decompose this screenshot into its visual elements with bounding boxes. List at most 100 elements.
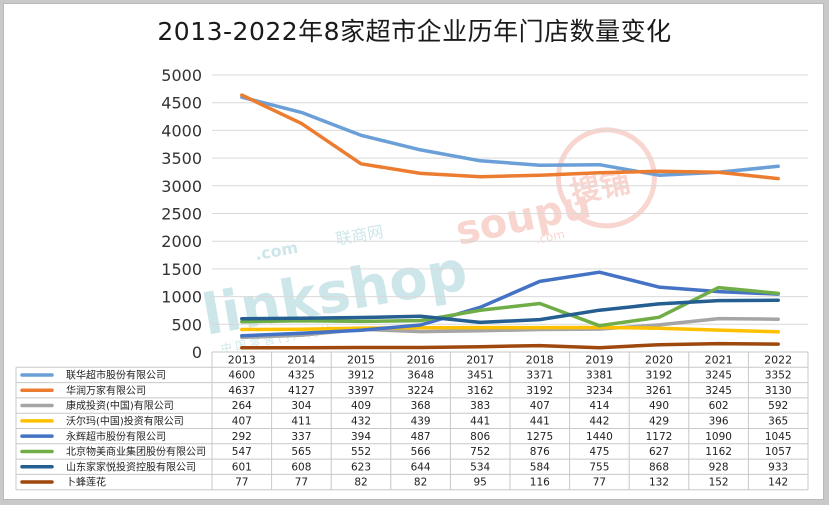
data-cell: 3261 bbox=[646, 385, 673, 397]
data-cell: 534 bbox=[470, 461, 490, 473]
x-category-label: 2013 bbox=[228, 353, 256, 366]
data-cell: 429 bbox=[649, 416, 669, 428]
data-cell: 552 bbox=[351, 446, 371, 458]
data-cell: 414 bbox=[589, 400, 609, 412]
legend-label: 卜蜂莲花 bbox=[66, 476, 106, 489]
x-category-label: 2022 bbox=[764, 353, 792, 366]
data-cell: 490 bbox=[649, 400, 669, 412]
series-line bbox=[240, 341, 780, 350]
data-cell: 152 bbox=[709, 477, 729, 489]
data-cell: 4600 bbox=[228, 370, 255, 382]
data-cell: 3162 bbox=[467, 385, 494, 397]
y-axis: 0 500 1000 1500 2000 2500 3000 3500 4000 4500 5000 bbox=[161, 66, 202, 362]
data-cell: 4637 bbox=[228, 385, 255, 397]
data-cell: 4325 bbox=[288, 370, 315, 382]
data-cell: 407 bbox=[232, 416, 252, 428]
data-cell: 3397 bbox=[348, 385, 375, 397]
data-cell: 116 bbox=[530, 477, 550, 489]
data-cell: 601 bbox=[232, 461, 252, 473]
data-cell: 3451 bbox=[467, 370, 494, 382]
x-category-label: 2021 bbox=[705, 353, 733, 366]
x-category-label: 2016 bbox=[407, 353, 435, 366]
legend-label: 联华超市股份有限公司 bbox=[66, 369, 166, 382]
data-cell: 3192 bbox=[526, 385, 553, 397]
data-cell: 409 bbox=[351, 400, 371, 412]
data-cell: 475 bbox=[589, 446, 609, 458]
data-cell: 547 bbox=[232, 446, 252, 458]
legend-label: 山东家家悦投资控股有限公司 bbox=[66, 460, 196, 473]
series-line bbox=[240, 93, 780, 181]
y-tick-label: 3500 bbox=[161, 149, 202, 168]
y-tick-label: 2500 bbox=[161, 205, 202, 224]
y-tick-label: 500 bbox=[171, 315, 202, 334]
legend-label: 北京物美商业集团股份有限公司 bbox=[66, 445, 206, 458]
data-cell: 3371 bbox=[526, 370, 553, 382]
x-category-label: 2019 bbox=[585, 353, 613, 366]
series-lines bbox=[240, 93, 780, 350]
series-line bbox=[240, 298, 780, 325]
data-cell: 3234 bbox=[586, 385, 613, 397]
data-cell: 1162 bbox=[705, 446, 732, 458]
data-cell: 142 bbox=[768, 477, 788, 489]
series-line bbox=[240, 95, 780, 177]
linkshop-watermark-com: .com bbox=[254, 238, 300, 264]
data-cell: 608 bbox=[291, 461, 311, 473]
x-category-label: 2018 bbox=[526, 353, 554, 366]
legend-label: 永辉超市股份有限公司 bbox=[66, 430, 166, 443]
y-tick-label: 1500 bbox=[161, 260, 202, 279]
data-cell: 1045 bbox=[765, 431, 792, 443]
data-cell: 565 bbox=[291, 446, 311, 458]
data-cell: 928 bbox=[709, 461, 729, 473]
series-line bbox=[240, 325, 780, 334]
data-cell: 396 bbox=[709, 416, 729, 428]
data-cell: 82 bbox=[354, 477, 367, 489]
data-cell: 439 bbox=[411, 416, 431, 428]
data-cell: 264 bbox=[232, 400, 252, 412]
y-tick-label: 4500 bbox=[161, 94, 202, 113]
data-cell: 566 bbox=[411, 446, 431, 458]
data-cell: 3912 bbox=[348, 370, 375, 382]
data-cell: 407 bbox=[530, 400, 550, 412]
chart-title: 2013-2022年8家超市企业历年门店数量变化 bbox=[157, 17, 672, 46]
data-cell: 584 bbox=[530, 461, 550, 473]
data-cell: 383 bbox=[470, 400, 490, 412]
data-cell: 3192 bbox=[646, 370, 673, 382]
data-cell: 132 bbox=[649, 477, 669, 489]
data-cell: 644 bbox=[411, 461, 431, 473]
x-category-label: 2014 bbox=[287, 353, 315, 366]
data-cell: 82 bbox=[414, 477, 427, 489]
soupu-watermark-com: .com bbox=[534, 227, 566, 247]
x-category-label: 2020 bbox=[645, 353, 673, 366]
x-category-label: 2015 bbox=[347, 353, 375, 366]
data-cell: 292 bbox=[232, 431, 252, 443]
data-cell: 1090 bbox=[705, 431, 732, 443]
data-cell: 95 bbox=[474, 477, 487, 489]
x-category-label: 2017 bbox=[466, 353, 494, 366]
data-cell: 3648 bbox=[407, 370, 434, 382]
data-table: 2013 2014 2015 2016 2017 2018 2019 2020 2021 2022… bbox=[15, 351, 809, 491]
data-cell: 432 bbox=[351, 416, 371, 428]
series-line bbox=[240, 270, 780, 338]
data-cell: 3130 bbox=[765, 385, 792, 397]
data-cell: 411 bbox=[291, 416, 311, 428]
data-cell: 77 bbox=[593, 477, 606, 489]
data-cell: 602 bbox=[709, 400, 729, 412]
data-cell: 3352 bbox=[765, 370, 792, 382]
data-cell: 441 bbox=[530, 416, 550, 428]
data-cell: 3381 bbox=[586, 370, 613, 382]
legend-label: 沃尔玛(中国)投资有限公司 bbox=[66, 415, 184, 428]
data-cell: 3245 bbox=[705, 370, 732, 382]
data-cell: 77 bbox=[235, 477, 248, 489]
chart-frame bbox=[3, 3, 824, 500]
data-cell: 441 bbox=[470, 416, 490, 428]
data-cell: 365 bbox=[768, 416, 788, 428]
data-cell: 755 bbox=[589, 461, 609, 473]
data-cell: 1057 bbox=[765, 446, 792, 458]
linkshop-watermark-cn: 联商网 bbox=[334, 222, 385, 249]
data-cell: 337 bbox=[291, 431, 311, 443]
data-cell: 394 bbox=[351, 431, 371, 443]
data-cell: 487 bbox=[411, 431, 431, 443]
legend-label: 华润万家有限公司 bbox=[66, 384, 146, 397]
data-cell: 868 bbox=[649, 461, 669, 473]
data-cell: 1172 bbox=[646, 431, 673, 443]
